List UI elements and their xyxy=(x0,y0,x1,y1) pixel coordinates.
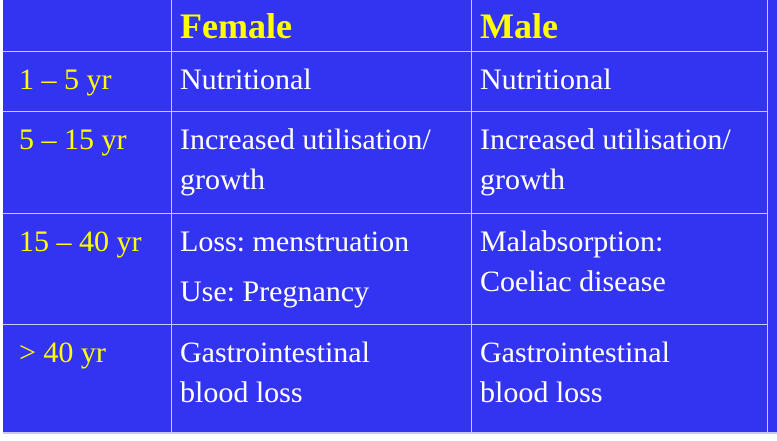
cell-male-5-15yr: Increased utilisation/ growth xyxy=(472,112,768,214)
header-male-label: Male xyxy=(480,6,558,46)
slide-background: Female Male 1 – 5 yr Nutritional Nutriti… xyxy=(3,0,777,434)
header-cell-female: Female xyxy=(172,0,472,52)
header-female-label: Female xyxy=(180,6,292,46)
row-label-over-40yr: > 40 yr xyxy=(3,325,172,432)
header-corner-cell xyxy=(3,0,172,52)
row-label-5-15yr: 5 – 15 yr xyxy=(3,112,172,214)
row-label-15-40yr: 15 – 40 yr xyxy=(3,214,172,325)
cell-male-over-40yr: Gastrointestinal blood loss xyxy=(472,325,768,432)
header-cell-male: Male xyxy=(472,0,768,52)
cell-female-1-5yr: Nutritional xyxy=(172,52,472,112)
cell-female-15-40yr: Loss: menstruation Use: Pregnancy xyxy=(172,214,472,325)
iron-deficiency-age-table: Female Male 1 – 5 yr Nutritional Nutriti… xyxy=(3,0,768,432)
row-label-1-5yr: 1 – 5 yr xyxy=(3,52,172,112)
cell-female-5-15yr: Increased utilisation/ growth xyxy=(172,112,472,214)
cell-male-15-40yr: Malabsorption: Coeliac disease xyxy=(472,214,768,325)
cell-female-over-40yr: Gastrointestinal blood loss xyxy=(172,325,472,432)
cell-male-1-5yr: Nutritional xyxy=(472,52,768,112)
